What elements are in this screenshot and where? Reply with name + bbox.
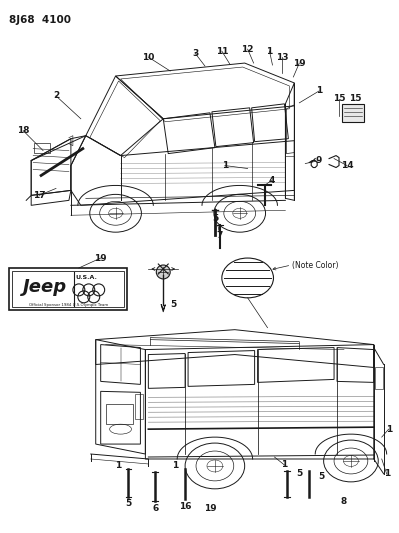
Text: 1: 1 [172, 462, 178, 471]
Text: 12: 12 [241, 45, 254, 54]
Text: 8J68  4100: 8J68 4100 [9, 15, 71, 25]
Text: 11: 11 [215, 46, 228, 55]
Bar [34, 143, 50, 152]
Text: 5: 5 [125, 499, 132, 508]
Text: 10: 10 [142, 53, 154, 62]
Circle shape [156, 265, 170, 279]
Text: 2: 2 [53, 91, 59, 100]
Bar [375, 367, 383, 389]
Text: 7: 7 [217, 231, 223, 240]
Text: 6: 6 [152, 504, 158, 513]
Text: 3: 3 [192, 49, 198, 58]
Bar [106, 404, 133, 424]
Text: 18: 18 [17, 126, 30, 135]
Text: 19: 19 [203, 504, 216, 513]
Text: 5: 5 [212, 214, 218, 223]
Text: Jeep: Jeep [23, 278, 67, 296]
Text: 5: 5 [318, 472, 324, 481]
Text: 19: 19 [95, 254, 107, 263]
Text: 19: 19 [293, 59, 306, 68]
Bar [135, 394, 143, 419]
Text: 1: 1 [281, 461, 288, 470]
Text: 15: 15 [349, 94, 361, 103]
Text: 13: 13 [276, 53, 288, 62]
Text: 5: 5 [296, 470, 302, 479]
Text: (Note Color): (Note Color) [292, 261, 339, 270]
Text: 9: 9 [316, 156, 322, 165]
Text: 16: 16 [179, 502, 192, 511]
Text: 1: 1 [222, 161, 228, 170]
Text: U.S.A.: U.S.A. [76, 276, 98, 280]
Text: 1: 1 [316, 86, 322, 95]
Text: Official Sponsor 1984 U.S.Olympic Team: Official Sponsor 1984 U.S.Olympic Team [29, 303, 109, 307]
Text: 1: 1 [267, 46, 273, 55]
Text: 14: 14 [341, 161, 353, 170]
Bar [9, 268, 126, 310]
Text: 1: 1 [385, 425, 392, 434]
Text: 4: 4 [268, 176, 275, 185]
Bar [342, 104, 364, 122]
Text: 15: 15 [333, 94, 345, 103]
Bar [12, 271, 124, 307]
Text: 17: 17 [33, 191, 45, 200]
Text: 1: 1 [115, 462, 122, 471]
Text: 8: 8 [341, 497, 347, 506]
Text: 1: 1 [383, 470, 390, 479]
Text: 5: 5 [170, 300, 176, 309]
